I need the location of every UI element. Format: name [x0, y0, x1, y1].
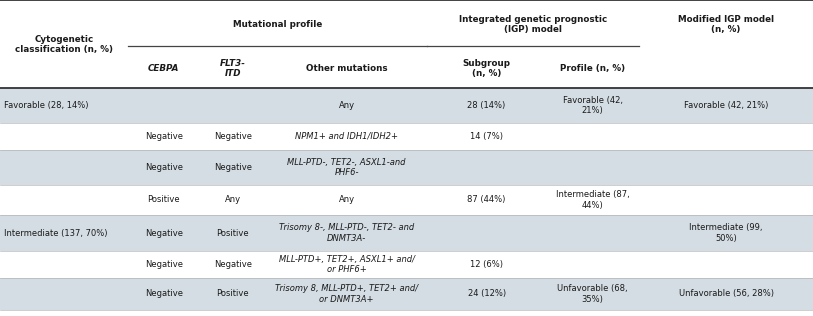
Bar [0, 185, 813, 215]
Text: Favorable (42,
21%): Favorable (42, 21%) [563, 96, 623, 115]
Text: Any: Any [339, 101, 354, 110]
Text: Unfavorable (56, 28%): Unfavorable (56, 28%) [679, 289, 773, 298]
Text: Favorable (42, 21%): Favorable (42, 21%) [684, 101, 768, 110]
Text: Integrated genetic prognostic
(IGP) model: Integrated genetic prognostic (IGP) mode… [459, 15, 607, 34]
Text: Mutational profile: Mutational profile [233, 20, 322, 29]
Bar [0, 123, 813, 150]
Text: 87 (44%): 87 (44%) [467, 195, 506, 204]
Text: Negative: Negative [145, 163, 183, 172]
Text: Positive: Positive [147, 195, 180, 204]
Text: Negative: Negative [214, 260, 252, 269]
Text: Negative: Negative [214, 132, 252, 141]
Bar [0, 251, 813, 278]
Text: Any: Any [339, 195, 354, 204]
Text: Intermediate (137, 70%): Intermediate (137, 70%) [4, 228, 107, 238]
Text: MLL-PTD-, TET2-, ASXL1-and
PHF6-: MLL-PTD-, TET2-, ASXL1-and PHF6- [288, 158, 406, 177]
Text: Other mutations: Other mutations [306, 64, 388, 73]
Text: Any: Any [225, 195, 241, 204]
Text: Positive: Positive [216, 228, 250, 238]
Text: FLT3-
ITD: FLT3- ITD [220, 59, 246, 78]
Bar [0, 278, 813, 310]
Text: Modified IGP model
(n, %): Modified IGP model (n, %) [678, 15, 774, 34]
Bar [0, 150, 813, 185]
Text: MLL-PTD+, TET2+, ASXL1+ and/
or PHF6+: MLL-PTD+, TET2+, ASXL1+ and/ or PHF6+ [279, 255, 415, 274]
Text: Negative: Negative [145, 289, 183, 298]
Text: Negative: Negative [214, 163, 252, 172]
Text: Intermediate (99,
50%): Intermediate (99, 50%) [689, 223, 763, 243]
Text: Subgroup
(n, %): Subgroup (n, %) [463, 59, 511, 78]
Text: Unfavorable (68,
35%): Unfavorable (68, 35%) [558, 284, 628, 304]
Text: Favorable (28, 14%): Favorable (28, 14%) [4, 101, 89, 110]
Text: Profile (n, %): Profile (n, %) [560, 64, 625, 73]
Text: Negative: Negative [145, 260, 183, 269]
Bar [0, 88, 813, 123]
Bar [0, 49, 813, 88]
Text: 24 (12%): 24 (12%) [467, 289, 506, 298]
Text: Trisomy 8, MLL-PTD+, TET2+ and/
or DNMT3A+: Trisomy 8, MLL-PTD+, TET2+ and/ or DNMT3… [275, 284, 419, 304]
Bar [0, 0, 813, 49]
Text: 28 (14%): 28 (14%) [467, 101, 506, 110]
Text: Trisomy 8-, MLL-PTD-, TET2- and
DNMT3A-: Trisomy 8-, MLL-PTD-, TET2- and DNMT3A- [279, 223, 415, 243]
Text: CEBPA: CEBPA [148, 64, 180, 73]
Text: NPM1+ and IDH1/IDH2+: NPM1+ and IDH1/IDH2+ [295, 132, 398, 141]
Text: Negative: Negative [145, 132, 183, 141]
Text: 12 (6%): 12 (6%) [470, 260, 503, 269]
Text: 14 (7%): 14 (7%) [470, 132, 503, 141]
Bar [0, 215, 813, 251]
Text: Cytogenetic
classification (n, %): Cytogenetic classification (n, %) [15, 34, 113, 54]
Text: Positive: Positive [216, 289, 250, 298]
Text: Negative: Negative [145, 228, 183, 238]
Bar [0, 310, 813, 316]
Text: Intermediate (87,
44%): Intermediate (87, 44%) [556, 190, 629, 210]
